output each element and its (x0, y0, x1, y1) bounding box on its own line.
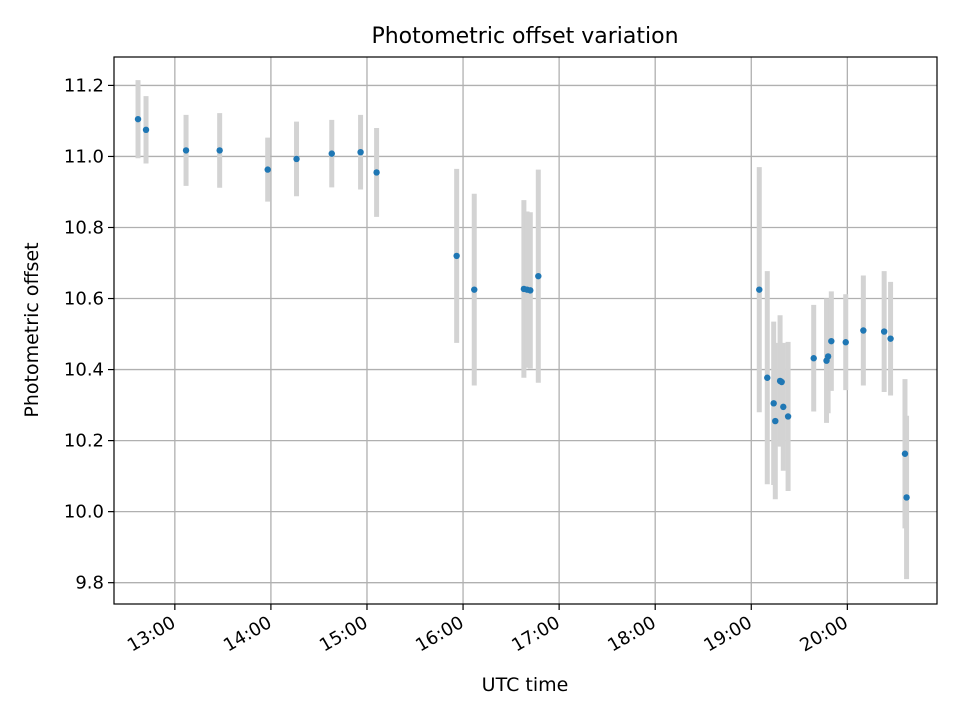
y-tick-label: 10.2 (64, 431, 104, 452)
data-point (471, 286, 478, 293)
data-point (328, 150, 335, 157)
plot-frame (113, 56, 938, 605)
data-point (357, 148, 364, 156)
y-axis-label: Photometric offset (21, 242, 43, 417)
data-point (293, 155, 300, 163)
data-point (134, 115, 142, 123)
data-point (535, 272, 542, 280)
data-point (770, 400, 777, 407)
data-point (828, 337, 835, 345)
data-point (860, 327, 867, 334)
data-points (134, 115, 910, 501)
data-point (778, 378, 785, 386)
y-tick-label: 10.8 (64, 217, 104, 238)
data-point (216, 147, 223, 154)
data-point (453, 252, 460, 260)
data-point (880, 328, 888, 335)
data-point (903, 494, 910, 501)
data-point (373, 169, 380, 176)
y-tick-label: 10.0 (64, 502, 104, 523)
chart-title: Photometric offset variation (371, 24, 678, 49)
data-point (780, 403, 787, 411)
data-point (527, 287, 534, 294)
y-tick-label: 10.6 (64, 289, 104, 310)
y-tick-label: 10.4 (64, 360, 104, 381)
y-tick-label: 11.0 (64, 146, 104, 167)
data-point (772, 417, 779, 425)
data-point (887, 335, 894, 342)
data-point (264, 166, 271, 173)
x-axis-label: UTC time (482, 674, 569, 696)
y-tick-label: 11.2 (64, 75, 104, 96)
y-tick-label: 9.8 (75, 573, 104, 594)
data-point (901, 450, 909, 457)
data-point (824, 353, 832, 360)
data-point (756, 286, 763, 293)
data-point (764, 374, 771, 381)
data-point (842, 339, 849, 346)
data-point (784, 413, 792, 420)
data-point (182, 147, 190, 154)
data-point (810, 355, 817, 362)
data-point (142, 126, 150, 134)
